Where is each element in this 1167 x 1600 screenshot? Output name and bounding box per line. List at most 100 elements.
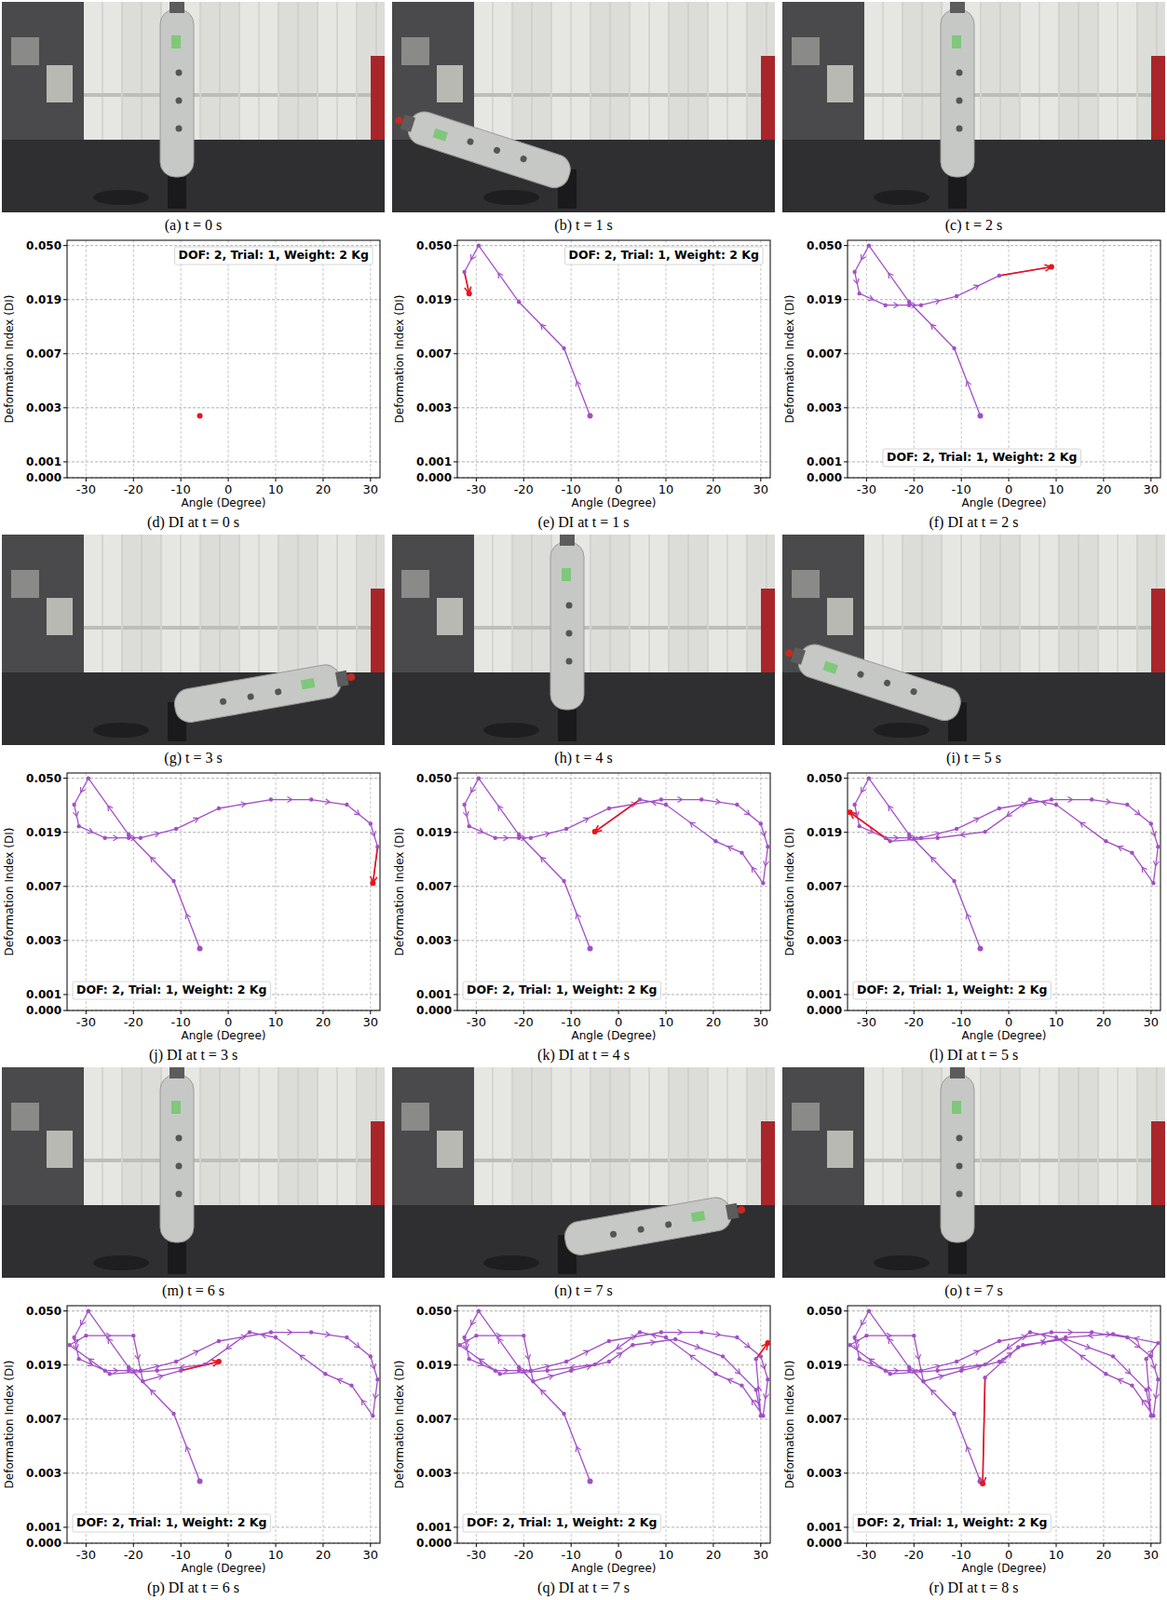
- data-point: [907, 1369, 911, 1373]
- tick: [1056, 1010, 1058, 1015]
- current-arrowhead: [848, 809, 858, 819]
- data-point: [592, 1362, 597, 1367]
- x-tick-label: -30: [76, 1015, 96, 1030]
- data-point: [561, 346, 566, 351]
- tick: [712, 1543, 714, 1547]
- curtain-band: [552, 93, 590, 97]
- curtain-panel: [1059, 1, 1098, 142]
- robot-arm: [550, 534, 584, 710]
- curtain-panel: [552, 1067, 590, 1208]
- direction-arrow: [106, 803, 114, 812]
- x-tick-label: -20: [904, 1547, 924, 1562]
- tick: [63, 1310, 68, 1312]
- tick: [843, 1310, 848, 1312]
- grid-line: [67, 1418, 380, 1420]
- red-object: [760, 55, 775, 140]
- direction-arrow: [87, 1360, 95, 1369]
- x-tick-label: 0: [1004, 1547, 1013, 1562]
- shelf-item: [11, 569, 40, 598]
- curtain-band: [474, 93, 512, 97]
- data-point: [217, 806, 221, 811]
- arm-marker: [822, 661, 838, 675]
- photo: (a) t = 0 s: [1, 0, 395, 234]
- data-point: [1144, 1387, 1149, 1392]
- curtain-panel: [630, 1067, 668, 1208]
- tick: [322, 477, 324, 482]
- curtain-fold: [531, 1067, 533, 1206]
- plot-frame: [67, 773, 380, 1011]
- x-tick-label: -30: [76, 1547, 96, 1562]
- grid-line: [67, 1310, 380, 1312]
- curtain-panel: [83, 1067, 122, 1208]
- y-tick-label: 0.001: [416, 455, 452, 469]
- tick: [63, 777, 68, 779]
- tick: [475, 1543, 477, 1547]
- data-point: [664, 802, 668, 807]
- photo: (m) t = 6 s: [1, 1059, 395, 1300]
- grid-line: [847, 244, 1161, 246]
- tick: [618, 477, 620, 482]
- y-tick-label: 0.019: [26, 826, 62, 840]
- trajectory-line: [74, 778, 379, 950]
- arm-tip: [169, 1067, 185, 1079]
- data-point: [673, 1337, 678, 1342]
- data-point: [951, 1411, 956, 1416]
- tick: [453, 1418, 458, 1420]
- direction-arrow: [678, 797, 683, 803]
- tick: [523, 1010, 525, 1015]
- data-point: [493, 836, 498, 841]
- tick: [618, 1010, 620, 1015]
- data-point: [951, 879, 956, 883]
- grid-line: [570, 773, 572, 1011]
- tick: [570, 477, 572, 482]
- direction-arrow: [749, 1397, 758, 1406]
- curtain-panel: [122, 1067, 161, 1208]
- direction-arrow: [1145, 1398, 1153, 1405]
- x-tick-label: -30: [856, 482, 877, 497]
- data-point: [1149, 1413, 1154, 1418]
- annotation-text: DOF: 2, Trial: 1, Weight: 2 Kg: [569, 247, 760, 262]
- data-point: [516, 299, 521, 304]
- grid-line: [457, 1364, 771, 1366]
- annotation-box: [462, 1514, 661, 1533]
- arm-tip: [169, 1, 185, 14]
- tick: [843, 885, 848, 887]
- data-point: [1125, 1335, 1129, 1340]
- shelf-item: [791, 37, 820, 66]
- x-tick-label: 20: [315, 1547, 332, 1562]
- curtain-fold: [337, 534, 339, 673]
- shelf-item: [401, 569, 430, 598]
- data-point: [907, 836, 911, 841]
- data-point: [864, 1333, 869, 1338]
- arm-bolt: [956, 69, 964, 77]
- tick: [322, 1010, 324, 1015]
- curtain-fold: [298, 1067, 299, 1206]
- data-layer: [457, 1308, 771, 1484]
- data-point: [979, 1480, 986, 1487]
- direction-arrow: [893, 835, 898, 842]
- x-tick-label: 10: [1048, 482, 1065, 497]
- x-axis-title: Angle (Degree): [180, 496, 266, 510]
- tick: [913, 1010, 915, 1015]
- direction-arrow: [749, 865, 758, 873]
- caption: (d) DI at t = 0 s: [147, 514, 240, 531]
- grid-line: [1150, 240, 1152, 478]
- curtain-band: [513, 1158, 551, 1163]
- data-point: [126, 836, 131, 841]
- photo-scene: [782, 1067, 1166, 1278]
- grid-line: [457, 244, 771, 246]
- curtain-fold: [1117, 1, 1119, 140]
- tick: [180, 477, 182, 482]
- y-tick-label: 0.001: [26, 455, 62, 469]
- curtain-panel: [903, 1, 941, 142]
- caption: (a) t = 0 s: [164, 217, 222, 234]
- caption: (k) DI at t = 4 s: [537, 1046, 630, 1064]
- direction-arrow: [539, 322, 547, 330]
- data-point: [461, 270, 466, 274]
- caption: (i) t = 5 s: [946, 749, 1002, 767]
- annotation: DOF: 2, Trial: 1, Weight: 2 Kg: [72, 981, 271, 1000]
- arm-tip: [559, 534, 575, 546]
- annotation: DOF: 2, Trial: 1, Weight: 2 Kg: [175, 246, 373, 265]
- weight-plate: [93, 189, 150, 205]
- y-tick-label: 0.000: [806, 1536, 842, 1550]
